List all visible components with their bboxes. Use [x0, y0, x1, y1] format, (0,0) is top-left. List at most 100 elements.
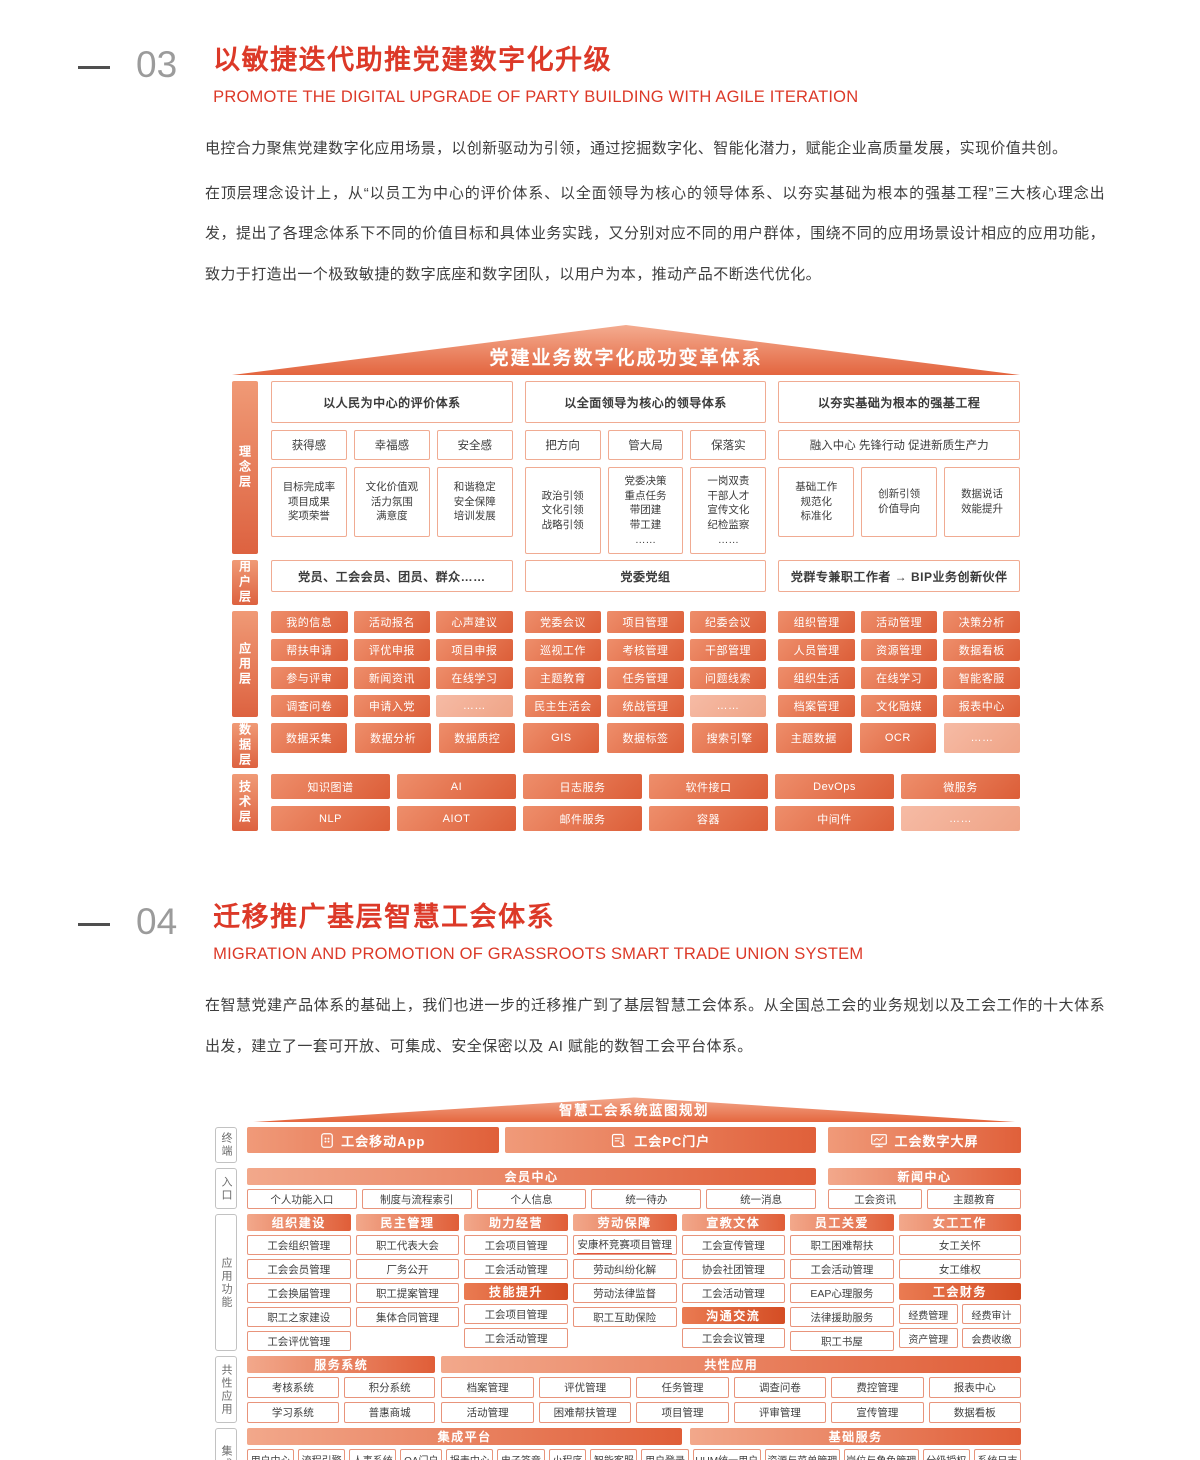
function-cell-box: 工会项目管理 [464, 1235, 568, 1256]
data-cell: 数据标签 [607, 723, 684, 754]
integration-headers: 集成平台 基础服务 [247, 1428, 1021, 1446]
member-center-items: 个人功能入口 制度与流程索引 个人信息 统一待办 统一消息 [247, 1189, 817, 1210]
section-04-header: 04 迁移推广基层智慧工会体系 MIGRATION AND PROMOTION … [0, 893, 1200, 964]
empty-cell [573, 1331, 677, 1351]
data-cell: GIS [523, 723, 600, 754]
data-cell: 数据分析 [355, 723, 432, 754]
section-title-en: PROMOTE THE DIGITAL UPGRADE OF PARTY BUI… [213, 88, 859, 106]
application-cell: 干部管理 [689, 639, 767, 662]
function-cell-box: 工会活动管理 [790, 1259, 894, 1280]
function-column: 组织建设 工会组织管理 工会会员管理 工会换届管理 职工之家建设 工会评优管理 [247, 1214, 351, 1352]
concept-values-row: 融入中心 先锋行动 促进新质生产力 [778, 430, 1021, 460]
technology-cell: AIOT [397, 806, 516, 832]
function-column-header: 宣教文体 [681, 1214, 786, 1232]
function-column-header: 女工工作 [898, 1214, 1022, 1232]
application-cell: 心声建议 [436, 611, 513, 634]
concept-value-box: 把方向 [524, 430, 601, 460]
integration-platform-header: 集成平台 [247, 1428, 683, 1446]
application-cell: 巡视工作 [524, 639, 602, 662]
layer-content: 工会移动App 工会PC门户 工会数字大屏 [247, 1127, 1021, 1163]
concept-system-header: 以夯实基础为根本的强基工程 [778, 381, 1021, 423]
function-column: 助力经营 工会项目管理 工会活动管理 技能提升 工会项目管理 工会活动管理 [464, 1214, 568, 1351]
concept-detail-box: 数据说话 效能提升 [944, 467, 1021, 537]
common-application-box: 活动管理 [441, 1402, 534, 1424]
detail-line: 文化引领 [541, 504, 584, 517]
function-cell-box: 会费收缴 [961, 1328, 1022, 1349]
function-column: 民主管理 职工代表大会 厂务公开 职工提案管理 集体合同管理 [355, 1214, 460, 1351]
data-cell: 数据质控 [439, 723, 516, 754]
terminal-bar: 工会PC门户 [505, 1127, 817, 1154]
application-grid: 组织管理 活动管理 决策分析 人员管理 资源管理 数据看板 组织生活 在线学习 智能客服 档案管理… [778, 611, 1020, 718]
application-cell: 活动管理 [860, 611, 938, 634]
detail-line: 安全保障 [453, 495, 496, 508]
layer-row: 理念层 以人民为中心的评价体系 获得感 幸福感 安全感 目标完成率 项目成果 奖项荣誉 文化价值… [232, 381, 1021, 555]
terminal-bar-label: 工会PC门户 [634, 1133, 711, 1149]
technology-cell: NLP [271, 806, 390, 832]
detail-line: 基础工作 [795, 480, 838, 493]
section-dash [78, 923, 110, 927]
section-title-cn: 以敏捷迭代助推党建数字化升级 [213, 45, 613, 75]
concept-detail-box: 政治引领 文化引领 战略引领 [524, 467, 601, 555]
common-application-box: 档案管理 [441, 1377, 534, 1399]
member-center: 会员中心 个人功能入口 制度与流程索引 个人信息 统一待办 统一消息 [247, 1168, 817, 1210]
concept-groups: 以人民为中心的评价体系 获得感 幸福感 安全感 目标完成率 项目成果 奖项荣誉 文化价值观 活力… [271, 381, 1021, 555]
function-cell-box: 职工代表大会 [355, 1235, 460, 1256]
terminal-right: 工会数字大屏 [828, 1127, 1021, 1154]
data-cell: OCR [859, 723, 936, 754]
concept-group: 以全面领导为核心的领导体系 把方向 管大局 保落实 政治引领 文化引领 战略引领 党委决策 重点… [524, 381, 767, 555]
layer-row: 集成平台集成平台基础服务用户中心流程引擎人事系统OA门户报表中心电子签章小程序智… [215, 1428, 1021, 1460]
function-cell-box: 集体合同管理 [355, 1307, 460, 1328]
news-center-header: 新闻中心 [828, 1168, 1021, 1186]
concept-detail-box: 目标完成率 项目成果 奖项荣誉 [271, 467, 347, 537]
function-cell-box: 职工困难帮扶 [790, 1235, 894, 1256]
detail-line: 项目成果 [287, 495, 330, 508]
application-cell: 组织生活 [778, 667, 855, 690]
common-application-box: 项目管理 [636, 1402, 729, 1424]
common-application-box: 评优管理 [538, 1377, 632, 1399]
terminal-bar-label: 工会移动App [341, 1133, 426, 1149]
mobile-app-icon [321, 1133, 333, 1148]
layer-row: 技术层 知识图谱 AI 日志服务 软件接口 DevOps 微服务 NLP AIOT 邮件服务 容器中… [232, 774, 1020, 832]
functions-columns: 组织建设 工会组织管理 工会会员管理 工会换届管理 职工之家建设 工会评优管理 民主管理 职工… [247, 1214, 1022, 1352]
application-cell: …… [689, 695, 767, 718]
detail-line: 宣传文化 [707, 504, 750, 517]
layer-content: 我的信息 活动报名 心声建议 帮扶申请 评优申报 项目申报 参与评审 新闻资讯 在线学习 调查问卷… [271, 611, 1020, 718]
function-cell-box: 法律援助服务 [790, 1307, 894, 1328]
diagram-party-building: 党建业务数字化成功变革体系 理念层 以人民为中心的评价体系 获得感 幸福感 安全感 目标完… [232, 325, 1021, 832]
basic-services-header: 基础服务 [690, 1428, 1021, 1446]
integration-item-box: 智能客服 [590, 1449, 638, 1460]
concept-value-box: 保落实 [690, 430, 767, 460]
diagram-roof: 党建业务数字化成功变革体系 [232, 325, 1020, 375]
layer-label-entry: 入口 [215, 1168, 237, 1210]
common-application-box: 宣传管理 [831, 1402, 924, 1424]
function-cell-box: 劳动纠纷化解 [572, 1259, 677, 1280]
layer-row: 用户层 党员、工会会员、团员、群众…… 党委党组 党群专兼职工作者 → BIP业务创新… [232, 560, 1021, 606]
common-application-box: 评审管理 [733, 1402, 827, 1424]
application-cell: 我的信息 [271, 611, 348, 634]
entry-item-box: 个人功能入口 [247, 1189, 357, 1210]
section-title-cn: 迁移推广基层智慧工会体系 [213, 902, 556, 933]
detail-line: 战略引领 [541, 519, 584, 532]
function-cell-pair: 资产管理 会费收缴 [898, 1328, 1022, 1349]
application-grid: 党委会议 项目管理 纪委会议 巡视工作 考核管理 干部管理 主题教育 任务管理 问题线索 民主生活… [524, 611, 767, 718]
function-cell-box: 工会项目管理 [464, 1304, 568, 1325]
concept-details-row: 政治引领 文化引领 战略引领 党委决策 重点任务 带团建 带工建…… 一岗双责 干部人才 宣传文化… [524, 467, 767, 555]
service-systems-grid-row: 学习系统 普惠商城 [247, 1402, 436, 1424]
service-system-box: 学习系统 [247, 1402, 339, 1424]
application-cell: 文化融媒 [860, 695, 938, 718]
section-04: 04 迁移推广基层智慧工会体系 MIGRATION AND PROMOTION … [0, 831, 1200, 1460]
diagram-body: 终端 工会移动App 工会PC门户 工会数字大屏 入口 会员中心 个人功能入口 制度与流程索引… [215, 1127, 1022, 1460]
function-cell-box: EAP心理服务 [790, 1283, 894, 1304]
concept-detail-box: 创新引领 价值导向 [861, 467, 938, 537]
concept-detail-box: 和谐稳定 安全保障 培训发展 [436, 467, 513, 537]
application-cell: 申请入党 [353, 695, 431, 718]
function-cell-box: 经费审计 [961, 1304, 1022, 1325]
detail-line: 目标完成率 [282, 480, 336, 493]
layer-row: 终端 工会移动App 工会PC门户 工会数字大屏 [215, 1127, 1021, 1164]
integration-item-box: 电子签章 [497, 1449, 545, 1460]
function-column: 员工关爱 职工困难帮扶 工会活动管理 EAP心理服务 法律援助服务 职工书屋 [790, 1214, 894, 1352]
function-cell-box: 安康杯竞赛项目管理 [572, 1235, 677, 1256]
application-cell: 项目申报 [436, 639, 513, 662]
integration-platform-block: 集成平台基础服务用户中心流程引擎人事系统OA门户报表中心电子签章小程序智能客服用… [247, 1428, 1021, 1460]
application-cell: 统战管理 [607, 695, 684, 718]
